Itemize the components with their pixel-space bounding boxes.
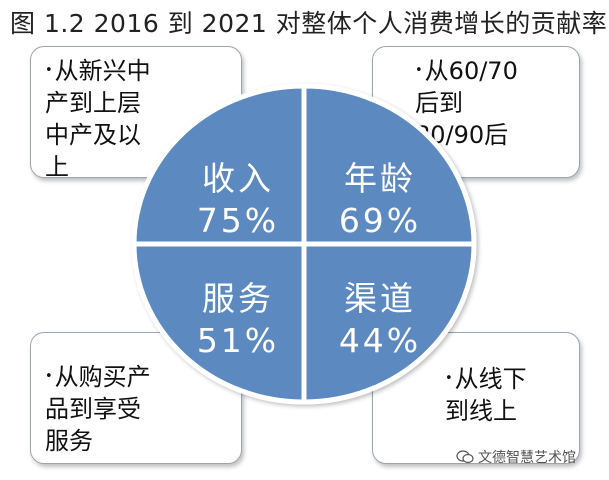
- segment-age: [301, 83, 477, 247]
- callout-line: •从线下: [445, 365, 527, 393]
- segment-income-name: 收入: [202, 159, 274, 198]
- callout-line: •从60/70: [415, 57, 518, 85]
- bullet-icon: •: [415, 63, 423, 78]
- callout-line: 产到上层: [45, 89, 141, 117]
- segment-channel-value: 44%: [338, 321, 422, 360]
- segment-service-text: 服务 51%: [178, 278, 298, 362]
- segment-income: [131, 83, 307, 247]
- bullet-icon: •: [45, 369, 53, 384]
- callout-line: 到线上: [445, 397, 517, 425]
- callout-line: 中产及以: [45, 121, 141, 149]
- bullet-icon: •: [45, 63, 53, 78]
- callout-line: 服务: [45, 427, 93, 455]
- callout-line: 后到: [415, 89, 463, 117]
- watermark: 文德智慧艺术馆: [456, 447, 576, 467]
- figure-title: 图 1.2 2016 到 2021 对整体个人消费增长的贡献率: [10, 9, 608, 38]
- segment-age-name: 年龄: [344, 159, 416, 198]
- callout-line: •从购买产: [45, 363, 151, 391]
- segment-income-value: 75%: [196, 201, 280, 240]
- watermark-text: 文德智慧艺术馆: [478, 450, 576, 466]
- segment-service: [131, 241, 307, 405]
- segment-income-text: 收入 75%: [178, 158, 298, 242]
- bullet-icon: •: [445, 371, 453, 386]
- segment-age-value: 69%: [338, 201, 422, 240]
- segment-channel: [301, 241, 477, 405]
- callout-line: 品到享受: [45, 395, 141, 423]
- segment-channel-text: 渠道 44%: [320, 278, 440, 362]
- segment-service-value: 51%: [196, 321, 280, 360]
- segment-age-text: 年龄 69%: [320, 158, 440, 242]
- segment-channel-name: 渠道: [344, 279, 416, 318]
- segment-service-name: 服务: [202, 279, 274, 318]
- chat-bubbles-icon: [456, 450, 474, 464]
- callout-line: 上: [45, 153, 69, 181]
- callout-line: •从新兴中: [45, 57, 151, 85]
